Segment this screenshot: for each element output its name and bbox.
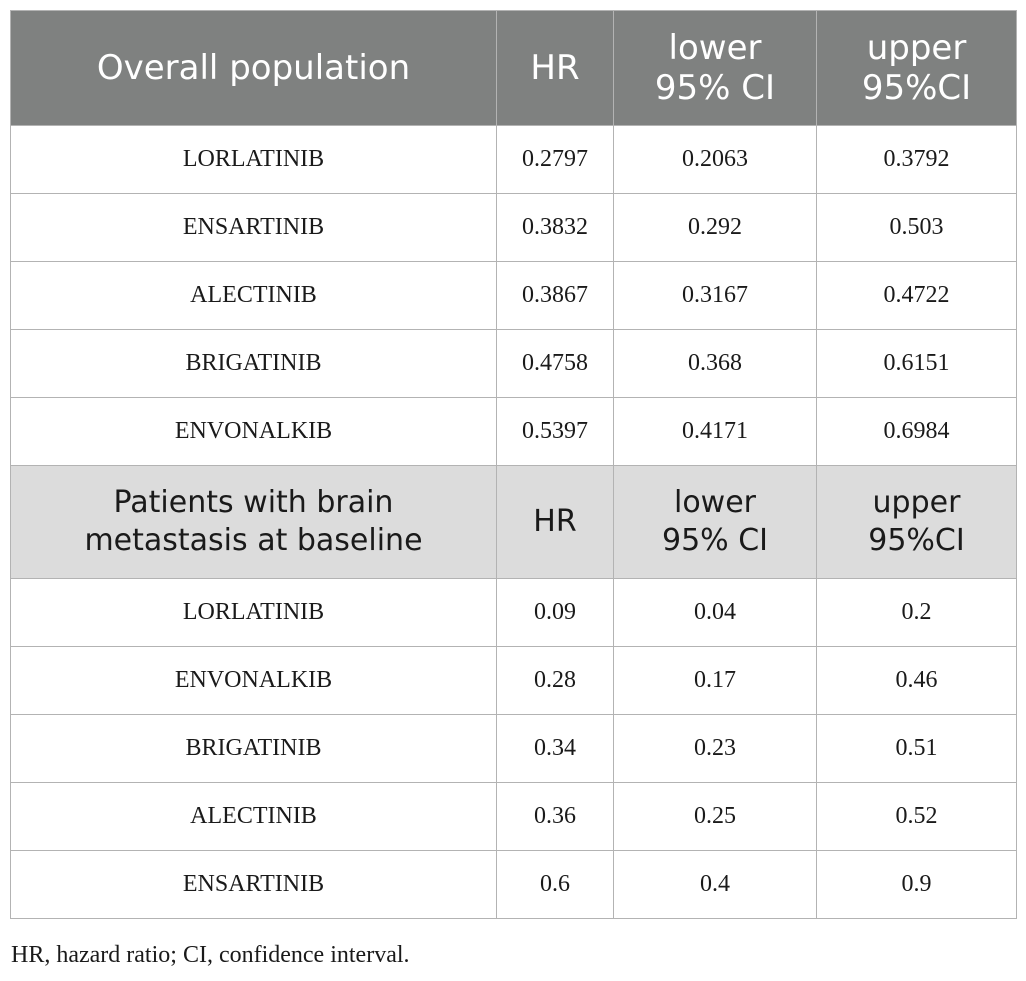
cell-drug: ALECTINIB xyxy=(10,261,497,330)
cell-upper: 0.3792 xyxy=(816,125,1017,194)
cell-hr: 0.5397 xyxy=(496,397,614,466)
header-hr: HR xyxy=(496,10,614,126)
table-row: ALECTINIB 0.3867 0.3167 0.4722 xyxy=(10,261,1017,330)
cell-lower: 0.25 xyxy=(613,782,817,851)
cell-hr: 0.3832 xyxy=(496,193,614,262)
table-footnote: HR, hazard ratio; CI, confidence interva… xyxy=(11,942,410,968)
table-header-overall: Overall population HR lower 95% CI upper… xyxy=(10,10,1017,126)
cell-drug: BRIGATINIB xyxy=(10,714,497,783)
cell-hr: 0.34 xyxy=(496,714,614,783)
cell-lower: 0.368 xyxy=(613,329,817,398)
cell-hr: 0.36 xyxy=(496,782,614,851)
cell-lower: 0.04 xyxy=(613,578,817,647)
cell-drug: LORLATINIB xyxy=(10,578,497,647)
header-group-line2: metastasis at baseline xyxy=(84,523,423,558)
cell-lower: 0.292 xyxy=(613,193,817,262)
header-lower-line2: 95% CI xyxy=(661,523,768,558)
cell-lower: 0.23 xyxy=(613,714,817,783)
cell-hr: 0.6 xyxy=(496,850,614,919)
header-group-overall: Overall population xyxy=(10,10,497,126)
header-lower-line2: 95% CI xyxy=(654,68,776,108)
cell-upper: 0.6151 xyxy=(816,329,1017,398)
header-group-line1: Patients with brain xyxy=(113,485,394,520)
cell-hr: 0.3867 xyxy=(496,261,614,330)
header-lower-ci: lower 95% CI xyxy=(613,465,817,579)
header-lower-line1: lower xyxy=(673,485,757,520)
cell-drug: BRIGATINIB xyxy=(10,329,497,398)
table-row: LORLATINIB 0.09 0.04 0.2 xyxy=(10,578,1017,647)
cell-upper: 0.4722 xyxy=(816,261,1017,330)
cell-upper: 0.6984 xyxy=(816,397,1017,466)
table-row: LORLATINIB 0.2797 0.2063 0.3792 xyxy=(10,125,1017,194)
header-lower-line1: lower xyxy=(668,28,762,68)
cell-hr: 0.28 xyxy=(496,646,614,715)
header-lower-ci: lower 95% CI xyxy=(613,10,817,126)
header-upper-line1: upper xyxy=(872,485,961,520)
header-upper-line2: 95%CI xyxy=(868,523,965,558)
cell-upper: 0.503 xyxy=(816,193,1017,262)
table-row: ENVONALKIB 0.28 0.17 0.46 xyxy=(10,646,1017,715)
cell-drug: ENSARTINIB xyxy=(10,193,497,262)
header-hr: HR xyxy=(496,465,614,579)
cell-lower: 0.4171 xyxy=(613,397,817,466)
table-row: ENSARTINIB 0.3832 0.292 0.503 xyxy=(10,193,1017,262)
table-row: ENSARTINIB 0.6 0.4 0.9 xyxy=(10,850,1017,919)
cell-upper: 0.52 xyxy=(816,782,1017,851)
cell-hr: 0.09 xyxy=(496,578,614,647)
hazard-ratio-table: Overall population HR lower 95% CI upper… xyxy=(10,10,1017,919)
cell-hr: 0.4758 xyxy=(496,329,614,398)
table-row: BRIGATINIB 0.34 0.23 0.51 xyxy=(10,714,1017,783)
table-row: BRIGATINIB 0.4758 0.368 0.6151 xyxy=(10,329,1017,398)
cell-drug: ENSARTINIB xyxy=(10,850,497,919)
table-row: ENVONALKIB 0.5397 0.4171 0.6984 xyxy=(10,397,1017,466)
cell-drug: LORLATINIB xyxy=(10,125,497,194)
cell-lower: 0.2063 xyxy=(613,125,817,194)
cell-lower: 0.4 xyxy=(613,850,817,919)
cell-upper: 0.46 xyxy=(816,646,1017,715)
cell-drug: ENVONALKIB xyxy=(10,646,497,715)
cell-lower: 0.17 xyxy=(613,646,817,715)
cell-upper: 0.51 xyxy=(816,714,1017,783)
table-header-brain-metastasis: Patients with brain metastasis at baseli… xyxy=(10,465,1017,579)
header-upper-line1: upper xyxy=(866,28,967,68)
cell-upper: 0.2 xyxy=(816,578,1017,647)
header-upper-ci: upper 95%CI xyxy=(816,10,1017,126)
cell-drug: ENVONALKIB xyxy=(10,397,497,466)
header-group-brain: Patients with brain metastasis at baseli… xyxy=(10,465,497,579)
header-upper-ci: upper 95%CI xyxy=(816,465,1017,579)
cell-lower: 0.3167 xyxy=(613,261,817,330)
header-upper-line2: 95%CI xyxy=(861,68,972,108)
cell-hr: 0.2797 xyxy=(496,125,614,194)
cell-drug: ALECTINIB xyxy=(10,782,497,851)
table-row: ALECTINIB 0.36 0.25 0.52 xyxy=(10,782,1017,851)
cell-upper: 0.9 xyxy=(816,850,1017,919)
